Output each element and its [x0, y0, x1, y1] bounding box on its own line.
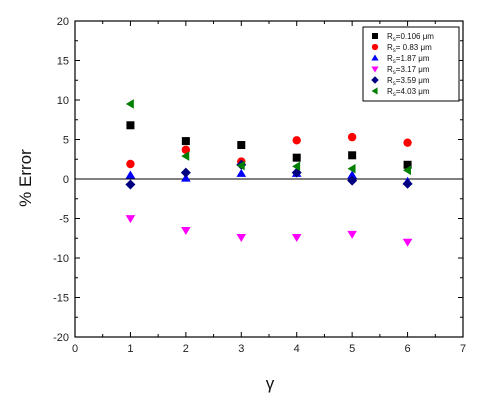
y-tick-label: -15: [53, 293, 69, 305]
data-point: [292, 153, 301, 162]
x-axis-label: γ: [266, 374, 275, 393]
legend-marker: [371, 87, 378, 95]
y-tick-label: 5: [63, 135, 69, 147]
legend-entry: Rs=4.03 μm: [387, 87, 430, 98]
data-point: [403, 138, 412, 147]
data-point: [125, 179, 136, 190]
data-point: [125, 99, 134, 109]
data-point: [347, 175, 358, 186]
y-tick-label: -20: [53, 332, 69, 344]
data-point: [347, 163, 356, 174]
data-point: [181, 137, 190, 146]
x-tick-label: 6: [405, 343, 411, 355]
data-point: [126, 121, 135, 130]
x-tick-label: 1: [127, 343, 133, 355]
data-point: [402, 238, 413, 247]
y-tick-label: 15: [57, 56, 69, 68]
legend-box: [362, 26, 460, 102]
data-point: [181, 151, 190, 161]
legend-marker: [371, 76, 379, 84]
data-point: [402, 165, 411, 176]
data-point: [180, 167, 191, 178]
data-point: [403, 160, 412, 169]
data-point: [236, 160, 245, 171]
data-point: [347, 230, 357, 239]
data-point: [181, 226, 191, 235]
data-point: [291, 234, 302, 243]
data-point: [126, 159, 135, 169]
legend-marker: [371, 54, 379, 61]
data-point: [125, 215, 136, 224]
y-tick-label: 10: [57, 95, 69, 107]
data-point: [348, 151, 357, 160]
data-point: [125, 170, 136, 179]
y-axis-label: % Error: [16, 149, 35, 207]
y-tick-label: -10: [53, 253, 69, 265]
y-tick-label: -5: [59, 214, 69, 226]
legend-marker: [371, 43, 379, 51]
data-point: [237, 141, 246, 150]
y-tick-label: 20: [57, 16, 69, 28]
legend-marker: [371, 66, 379, 73]
x-tick-label: 2: [183, 343, 189, 355]
legend-entry: Rs= 0.83 μm: [387, 43, 432, 54]
legend-entry: Rs=3.17 μm: [387, 65, 430, 76]
legend-entry: Rs=1.87 μm: [387, 54, 430, 65]
data-point: [347, 170, 357, 179]
y-tick-label: 0: [63, 174, 69, 186]
data-point: [181, 145, 191, 154]
x-tick-label: 0: [72, 343, 78, 355]
data-point: [236, 168, 247, 177]
x-tick-label: 4: [294, 343, 300, 355]
x-tick-label: 5: [349, 343, 355, 355]
data-point: [347, 132, 357, 142]
data-point: [292, 136, 301, 145]
legend-marker: [372, 33, 378, 39]
legend-entry: Rs=3.59 μm: [387, 76, 430, 87]
legend-entry: Rs=0.106 μm: [387, 32, 434, 43]
data-point: [292, 161, 301, 172]
data-point: [402, 178, 413, 189]
data-point: [236, 234, 247, 243]
x-tick-label: 3: [238, 343, 244, 355]
x-tick-label: 7: [460, 343, 466, 355]
